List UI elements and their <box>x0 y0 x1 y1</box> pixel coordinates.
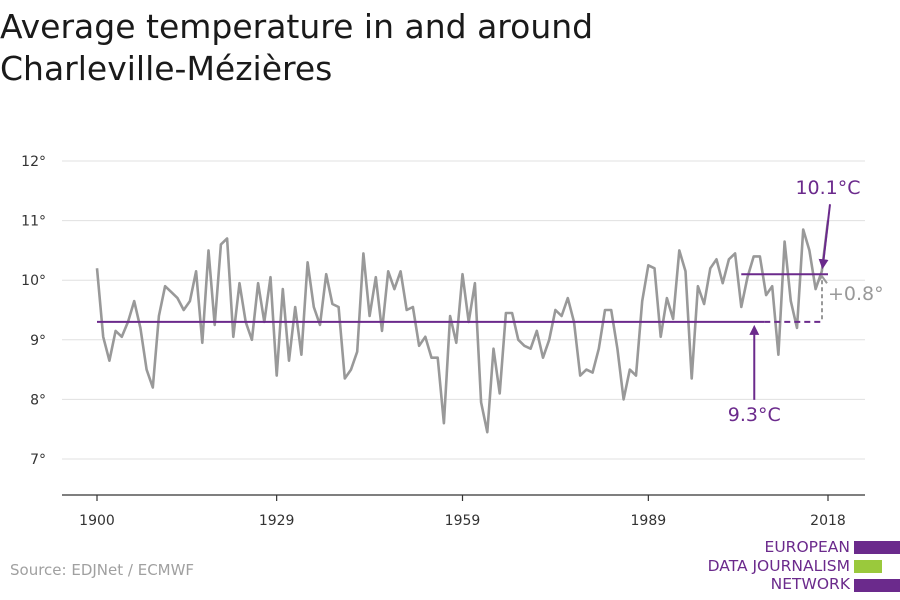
logo-bar-green <box>854 560 882 573</box>
logo-bar-purple-bottom <box>854 579 900 592</box>
y-tick-label: 12° <box>21 154 46 170</box>
y-tick-label: 10° <box>21 273 46 289</box>
grid-lines <box>62 160 865 460</box>
chart-title: Average temperature in and around Charle… <box>0 7 594 88</box>
logo-line-1: EUROPEAN <box>764 538 850 556</box>
recent-arrow <box>818 204 831 270</box>
y-tick-label: 9° <box>30 333 46 349</box>
series-layer <box>95 220 830 434</box>
x-tick-label: 1929 <box>259 513 295 529</box>
logo-line-3: NETWORK <box>770 575 850 593</box>
annotation-layer: 9.3°C 10.1°C +0.8° <box>97 177 884 426</box>
x-tick-label: 1900 <box>79 513 115 529</box>
baseline-label: 9.3°C <box>728 404 781 426</box>
logo-line-2: DATA JOURNALISM <box>707 556 850 575</box>
logo-bar-purple-top <box>854 541 900 554</box>
y-tick-label: 7° <box>30 452 46 468</box>
source-note: Source: EDJNet / ECMWF <box>10 561 195 579</box>
temperature-series-line <box>95 220 830 434</box>
x-tick-label: 1959 <box>445 513 481 529</box>
y-axis: 7° 8° 9° 10° 11° 12° <box>21 154 46 468</box>
x-axis: 1900 1929 1959 1989 2018 <box>62 494 865 529</box>
x-tick-label: 2018 <box>810 513 846 529</box>
x-tick-label: 1989 <box>631 513 667 529</box>
y-tick-label: 8° <box>30 392 46 408</box>
recent-label: 10.1°C <box>795 177 860 199</box>
y-tick-label: 11° <box>21 214 46 230</box>
difference-label: +0.8° <box>828 283 884 305</box>
edjnet-logo[interactable]: EUROPEAN DATA JOURNALISM NETWORK <box>700 538 900 596</box>
difference-arrowhead <box>816 274 828 284</box>
